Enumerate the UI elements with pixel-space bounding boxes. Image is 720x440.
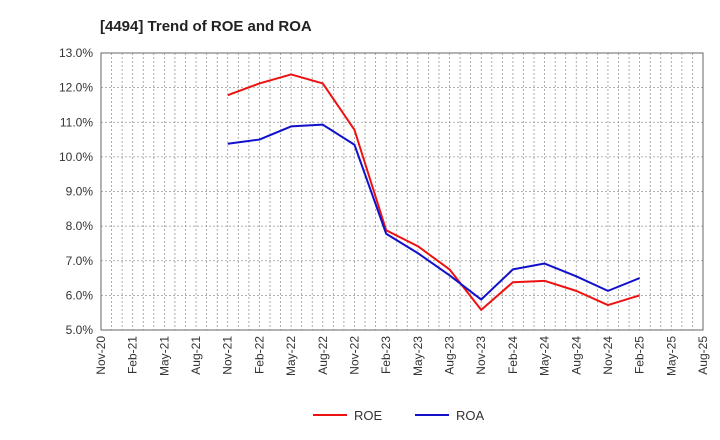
x-tick-label: May-23 <box>411 336 425 376</box>
x-tick-label: Aug-22 <box>316 336 330 375</box>
x-tick-label: Aug-25 <box>696 336 710 375</box>
x-tick-label: Nov-22 <box>347 336 361 375</box>
legend: ROE ROA <box>313 408 485 423</box>
grid <box>101 53 703 330</box>
x-tick-label: Feb-23 <box>379 336 393 374</box>
series-line-roa <box>227 123 641 301</box>
series-lines <box>227 73 641 311</box>
series-line-roe <box>227 73 640 311</box>
x-tick-label: Feb-25 <box>633 336 647 374</box>
legend-label-roa: ROA <box>456 408 485 423</box>
x-tick-label: Feb-22 <box>252 336 266 374</box>
x-tick-label: Nov-24 <box>601 336 615 375</box>
x-tick-label: Aug-24 <box>569 336 583 375</box>
x-tick-label: Feb-21 <box>126 336 140 374</box>
y-tick-label: 11.0% <box>60 115 93 129</box>
x-tick-label: Feb-24 <box>506 336 520 374</box>
x-tick-label: May-22 <box>284 336 298 376</box>
y-tick-label: 13.0% <box>59 46 93 60</box>
y-tick-label: 9.0% <box>66 185 94 199</box>
plot-frame <box>100 52 704 331</box>
chart-title: [4494] Trend of ROE and ROA <box>100 18 312 35</box>
x-tick-label: Nov-20 <box>94 336 108 375</box>
x-tick-label: Nov-23 <box>474 336 488 375</box>
y-tick-label: 12.0% <box>59 81 93 95</box>
x-tick-label: Aug-23 <box>443 336 457 375</box>
legend-label-roe: ROE <box>354 408 383 423</box>
axes: 5.0% 6.0% 7.0% 8.0% 9.0% 10.0% 11.0% 12.0% 13.0%… <box>59 46 710 376</box>
x-tick-label: May-21 <box>157 336 171 376</box>
y-tick-label: 8.0% <box>66 219 94 233</box>
x-tick-label: May-24 <box>538 336 552 376</box>
y-tick-label: 6.0% <box>66 288 94 302</box>
y-tick-label: 5.0% <box>66 323 94 337</box>
y-tick-label: 7.0% <box>66 254 94 268</box>
x-tick-label: May-25 <box>664 336 678 376</box>
x-tick-label: Nov-21 <box>221 336 235 375</box>
y-tick-label: 10.0% <box>59 150 93 164</box>
x-tick-label: Aug-21 <box>189 336 203 375</box>
